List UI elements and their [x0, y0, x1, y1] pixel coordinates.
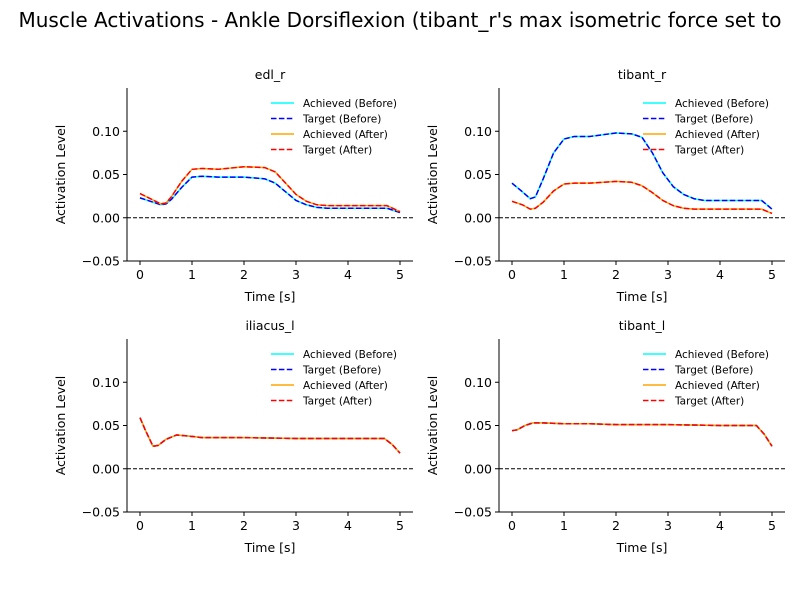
x-tick-label: 2: [612, 267, 620, 282]
series-group: [511, 422, 773, 447]
legend-label: Target (Before): [674, 364, 753, 376]
subplot-title: tibant_r: [618, 67, 667, 82]
subplot-title: edl_r: [255, 67, 286, 82]
legend-label: Target (After): [674, 144, 744, 156]
series-line-target-after: [511, 180, 773, 215]
x-axis-label: Time [s]: [616, 289, 668, 304]
series-group: [139, 165, 401, 214]
legend-label: Achieved (Before): [675, 349, 769, 361]
legend: Achieved (Before) Target (Before) Achieved…: [271, 98, 397, 156]
subplot-iliacus_l: iliacus_l 0 1 2 3 4 5 −0.05 0.00 0.05 0.10 Time [s]…: [53, 318, 413, 555]
legend-label: Achieved (Before): [675, 98, 769, 110]
y-tick-label: −0.05: [454, 254, 492, 269]
x-tick-label: 3: [292, 267, 300, 282]
y-tick-label: −0.05: [454, 505, 492, 520]
y-tick-label: 0.05: [464, 167, 492, 182]
x-tick-label: 4: [344, 518, 352, 533]
x-axis-label: Time [s]: [244, 540, 296, 555]
subplot-edl_r: edl_r 0 1 2 3 4 5 −0.05 0.00 0.05 0.10 Time [s] Acti…: [53, 67, 413, 304]
x-tick-label: 0: [136, 267, 144, 282]
y-tick-label: 0.10: [464, 375, 492, 390]
legend-label: Achieved (Before): [303, 98, 397, 110]
y-tick-label: 0.00: [464, 210, 492, 225]
y-axis-label: Activation Level: [425, 376, 440, 476]
y-axis-label: Activation Level: [53, 376, 68, 476]
series-line-target-before: [511, 132, 773, 210]
x-tick-label: 2: [612, 518, 620, 533]
x-tick-label: 4: [716, 518, 724, 533]
x-tick-label: 2: [240, 267, 248, 282]
legend-label: Target (Before): [302, 364, 381, 376]
y-tick-label: 0.05: [92, 167, 120, 182]
x-tick-label: 3: [664, 518, 672, 533]
legend-label: Achieved (After): [675, 380, 760, 392]
legend-label: Achieved (After): [303, 129, 388, 141]
y-axis-label: Activation Level: [425, 125, 440, 225]
y-tick-label: 0.10: [92, 375, 120, 390]
series-line-target-before: [139, 175, 401, 214]
legend: Achieved (Before) Target (Before) Achieved…: [643, 349, 769, 407]
x-tick-label: 5: [396, 518, 404, 533]
legend-label: Achieved (Before): [303, 349, 397, 361]
series-group: [511, 132, 773, 215]
x-tick-label: 5: [768, 267, 776, 282]
legend-label: Target (After): [302, 144, 372, 156]
legend-label: Target (After): [302, 395, 372, 407]
y-tick-label: 0.05: [464, 418, 492, 433]
x-tick-label: 3: [664, 267, 672, 282]
subplot-title: tibant_l: [619, 318, 666, 333]
subplot-tibant_r: tibant_r 0 1 2 3 4 5 −0.05 0.00 0.05 0.10 Time [s] A…: [425, 67, 785, 304]
x-tick-label: 1: [188, 518, 196, 533]
series-line-target-after: [139, 417, 401, 454]
subplots-container: edl_r 0 1 2 3 4 5 −0.05 0.00 0.05 0.10 Time [s] Acti…: [53, 67, 785, 555]
y-tick-label: 0.05: [92, 418, 120, 433]
x-tick-label: 0: [136, 518, 144, 533]
y-axis-label: Activation Level: [53, 125, 68, 225]
x-tick-label: 0: [508, 267, 516, 282]
x-axis-label: Time [s]: [244, 289, 296, 304]
series-line-target-after: [511, 422, 773, 447]
x-tick-label: 1: [188, 267, 196, 282]
legend: Achieved (Before) Target (Before) Achieved…: [643, 98, 769, 156]
x-tick-label: 5: [768, 518, 776, 533]
x-tick-label: 2: [240, 518, 248, 533]
x-tick-label: 3: [292, 518, 300, 533]
series-group: [139, 417, 401, 454]
x-tick-label: 4: [716, 267, 724, 282]
figure-title: Muscle Activations - Ankle Dorsiflexion …: [18, 8, 781, 32]
series-line-target-after: [139, 165, 401, 213]
legend-label: Achieved (After): [303, 380, 388, 392]
x-tick-label: 0: [508, 518, 516, 533]
x-tick-label: 5: [396, 267, 404, 282]
y-tick-label: 0.00: [464, 461, 492, 476]
subplot-title: iliacus_l: [245, 318, 294, 333]
legend-label: Target (Before): [674, 113, 753, 125]
legend-label: Target (Before): [302, 113, 381, 125]
x-tick-label: 1: [560, 518, 568, 533]
y-tick-label: 0.10: [464, 124, 492, 139]
legend: Achieved (Before) Target (Before) Achieved…: [271, 349, 397, 407]
x-axis-label: Time [s]: [616, 540, 668, 555]
legend-label: Achieved (After): [675, 129, 760, 141]
legend-label: Target (After): [674, 395, 744, 407]
subplot-tibant_l: tibant_l 0 1 2 3 4 5 −0.05 0.00 0.05 0.10 Time [s] A…: [425, 318, 785, 555]
y-tick-label: −0.05: [82, 254, 120, 269]
x-tick-label: 4: [344, 267, 352, 282]
y-tick-label: 0.10: [92, 124, 120, 139]
y-tick-label: 0.00: [92, 210, 120, 225]
y-tick-label: 0.00: [92, 461, 120, 476]
x-tick-label: 1: [560, 267, 568, 282]
y-tick-label: −0.05: [82, 505, 120, 520]
